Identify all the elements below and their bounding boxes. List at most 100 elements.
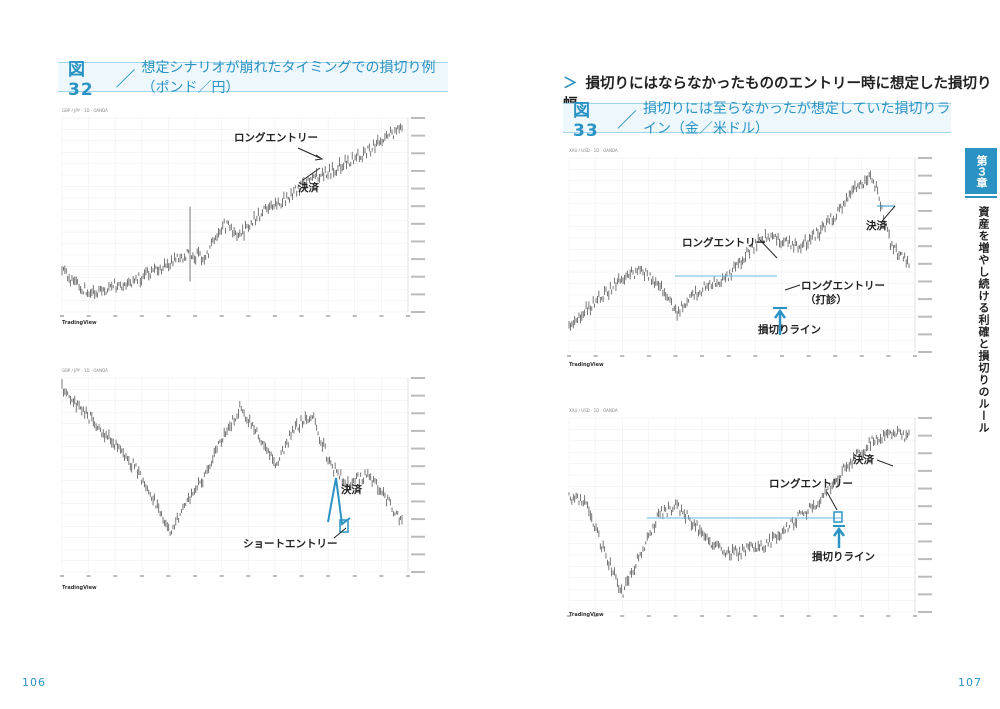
arrow-to-settle (876, 459, 894, 467)
price-tick-label (411, 482, 425, 485)
price-tick-label (411, 553, 425, 556)
price-tick-label (411, 500, 425, 503)
price-tick-label (918, 558, 932, 561)
price-tick-label (918, 245, 932, 248)
time-tick-label (886, 355, 891, 357)
arrow-to-entry (333, 527, 347, 539)
tradingview-logo: TradingView (569, 362, 604, 368)
price-tick-label (918, 209, 932, 212)
figure-32-title: 図 32 ／ 想定シナリオが崩れたタイミングでの損切り例（ポンド／円） (58, 60, 448, 100)
time-tick-label (753, 615, 758, 617)
time-tick-label (113, 575, 118, 577)
chapter-label: 第３章 (965, 148, 997, 194)
figure-separator: ／ (115, 66, 136, 91)
price-tick-label (918, 192, 932, 195)
price-tick-label (411, 169, 425, 172)
time-tick-label (726, 355, 731, 357)
time-tick-label (166, 575, 171, 577)
chapter-side-tab: 第３章 資産を増やし続ける利確と損切りのルール (965, 148, 997, 434)
price-tick-label (918, 522, 932, 525)
time-tick-label (700, 615, 705, 617)
time-tick-label (593, 615, 598, 617)
price-tick-label (411, 377, 425, 379)
arrow-to-probe (784, 284, 801, 291)
time-tick-label (567, 355, 571, 357)
time-tick-label (60, 575, 64, 577)
time-tick-label (139, 575, 144, 577)
time-tick-label (913, 355, 917, 357)
time-tick-label (113, 315, 118, 317)
time-tick-label (379, 315, 384, 317)
time-tick-label (673, 355, 678, 357)
price-tick-label (411, 293, 425, 296)
time-tick-label (859, 615, 864, 617)
entry-box (833, 511, 843, 523)
time-tick-label (86, 315, 91, 317)
price-tick-label (918, 333, 932, 336)
time-tick-label (219, 315, 224, 317)
arrow-to-entry (759, 239, 778, 259)
chart-meta: GBP / JPY · 1D · OANDA (62, 368, 108, 373)
time-tick-label (593, 355, 598, 357)
chevron-right-icon: ＞ (563, 76, 578, 92)
figure-number: 図 33 (573, 100, 599, 141)
short-scenario-path (327, 477, 351, 526)
time-tick-label (272, 315, 277, 317)
arrow-to-settle (302, 167, 321, 181)
figure-caption: 想定シナリオが崩れたタイミングでの損切り例（ポンド／円） (141, 60, 436, 96)
tradingview-logo: TradingView (62, 320, 97, 326)
time-tick-label (779, 615, 784, 617)
time-tick-label (646, 615, 651, 617)
time-tick-label (833, 355, 838, 357)
price-tick-label (918, 540, 932, 543)
figure-number: 図 32 (68, 59, 94, 100)
entry-box (339, 519, 349, 533)
arrow-to-entry (826, 491, 838, 511)
time-tick-label (726, 615, 731, 617)
tradingview-logo: TradingView (62, 585, 97, 591)
price-tick-label (411, 465, 425, 468)
time-tick-label (673, 615, 678, 617)
price-tick-label (411, 205, 425, 208)
time-tick-label (219, 575, 224, 577)
figure-caption: 損切りには至らなかったが想定していた損切りライン（金／米ドル） (642, 101, 951, 137)
price-tick-label (411, 394, 425, 397)
time-tick-label (779, 355, 784, 357)
price-tick-label (411, 222, 425, 225)
time-tick-label (806, 615, 811, 617)
figure-33-title: 図 33 ／ 損切りには至らなかったが想定していた損切りライン（金／米ドル） (563, 101, 951, 141)
time-tick-label (352, 315, 357, 317)
chart-meta: XAU / USD · 1D · OANDA (569, 408, 618, 413)
annotation-long-entry: ロングエントリー (234, 132, 318, 144)
chapter-rule (965, 196, 997, 198)
candlestick-chart (567, 157, 932, 357)
annotation-stop-line: 損切りライン (758, 324, 821, 336)
price-tick-label (918, 611, 932, 613)
annotation-short-entry: ショートエントリー (243, 538, 338, 550)
price-tick-label (411, 240, 425, 243)
annotation-long-entry: ロングエントリー (682, 237, 766, 249)
price-tick-label (411, 412, 425, 415)
time-tick-label (139, 315, 144, 317)
time-tick-label (646, 355, 651, 357)
price-tick-label (918, 351, 932, 353)
price-tick-label (918, 469, 932, 472)
time-tick-label (620, 615, 625, 617)
price-tick-label (411, 518, 425, 521)
chapter-title: 資産を増やし続ける利確と損切りのルール (977, 206, 990, 434)
price-tick-label (918, 487, 932, 490)
price-tick-label (411, 152, 425, 155)
tradingview-logo: TradingView (569, 612, 604, 618)
price-tick-label (918, 505, 932, 508)
price-tick-label (411, 447, 425, 450)
annotation-probe-note: （打診） (805, 294, 847, 306)
time-tick-label (567, 615, 571, 617)
time-tick-label (166, 315, 171, 317)
price-tick-label (411, 311, 425, 313)
price-tick-label (411, 275, 425, 278)
annotation-settle: 決済 (298, 182, 319, 194)
price-tick-label (918, 227, 932, 230)
price-tick-label (411, 258, 425, 261)
price-tick-label (918, 417, 932, 419)
annotation-stop-line: 損切りライン (812, 551, 875, 563)
